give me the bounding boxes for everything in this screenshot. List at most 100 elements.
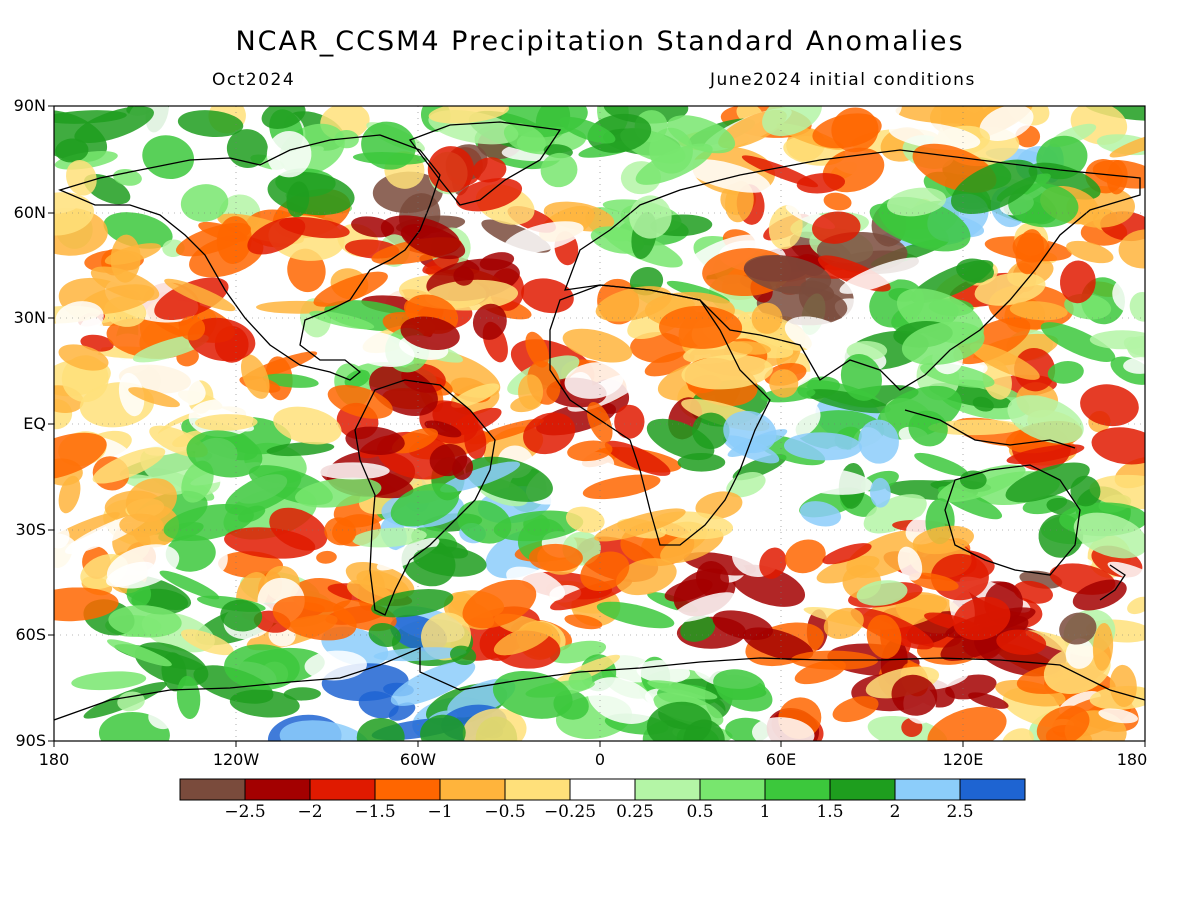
anomaly-patch <box>616 558 677 596</box>
colorbar-label: −2.5 <box>224 802 266 822</box>
anomaly-patch <box>823 192 852 211</box>
anomaly-patch <box>351 216 395 238</box>
anomaly-patch <box>812 211 861 244</box>
anomaly-patch <box>462 579 537 629</box>
anomaly-patch <box>712 610 773 641</box>
anomaly-patch <box>604 440 671 476</box>
anomaly-patch <box>226 129 268 169</box>
anomaly-patch <box>1028 162 1101 200</box>
colorbar-swatch <box>894 778 961 801</box>
anomaly-patch <box>909 572 959 591</box>
anomaly-patch <box>582 474 661 500</box>
lon-label-120e: 120E <box>942 750 984 769</box>
anomaly-patch <box>107 639 172 667</box>
anomaly-patch <box>54 192 94 236</box>
colorbar-label: 2.5 <box>946 802 974 822</box>
anomaly-patch <box>117 691 145 712</box>
anomaly-patch <box>54 653 70 674</box>
anomaly-patch <box>345 426 405 455</box>
anomaly-patch <box>636 660 691 684</box>
anomaly-patch <box>796 173 846 194</box>
anomaly-patch <box>376 537 440 571</box>
anomaly-patch <box>858 419 899 464</box>
anomaly-patch <box>1109 130 1145 158</box>
anomaly-patch <box>567 440 613 462</box>
anomaly-patch <box>327 385 393 419</box>
anomaly-patch <box>823 607 864 640</box>
anomaly-patch <box>832 696 879 723</box>
anomaly-patch <box>759 547 787 579</box>
anomaly-patch <box>493 510 584 542</box>
anomaly-patch <box>727 341 772 355</box>
anomaly-patch <box>713 669 766 701</box>
anomaly-patch <box>175 222 252 257</box>
anomaly-patch <box>390 660 476 706</box>
maritime-continent-coast <box>904 409 1076 449</box>
colorbar-swatch <box>504 778 571 801</box>
anomaly-patch <box>886 187 947 217</box>
anomaly-patch <box>413 546 487 577</box>
colorbar-swatch <box>179 778 246 801</box>
anomaly-patch <box>996 629 1047 655</box>
lat-label-90s: 90S <box>15 731 46 750</box>
anomaly-patch <box>1008 183 1079 228</box>
colorbar-swatch <box>764 778 831 801</box>
anomaly-patch <box>834 298 908 338</box>
anomaly-patch <box>273 406 342 445</box>
anomaly-patch <box>888 122 981 151</box>
anomaly-patch <box>891 674 938 716</box>
anomaly-patch <box>390 483 460 527</box>
anomaly-patch <box>927 706 1007 741</box>
anomaly-patch <box>74 106 154 144</box>
anomaly-patch <box>340 330 415 367</box>
anomaly-patch <box>580 551 630 592</box>
anomaly-patch <box>1129 292 1145 322</box>
anomaly-patch <box>695 491 743 520</box>
anomaly-patch <box>125 478 177 523</box>
anomaly-patch <box>1066 240 1114 264</box>
anomaly-patch <box>1080 384 1139 427</box>
south-america-coast <box>354 379 496 616</box>
anomaly-patch <box>279 217 350 239</box>
anomaly-patch <box>181 629 234 656</box>
anomaly-patch <box>785 539 826 574</box>
anomaly-patch <box>472 303 507 340</box>
colorbar-swatch <box>309 778 376 801</box>
anomaly-patch <box>142 135 195 180</box>
anomaly-patch <box>65 640 106 658</box>
anomaly-patch <box>806 389 891 414</box>
colorbar-label: 0.5 <box>686 802 714 822</box>
north-america-coast <box>58 134 441 381</box>
anomaly-patch <box>751 717 815 741</box>
anomaly-patch <box>118 372 145 417</box>
anomaly-patch <box>304 650 367 681</box>
anomaly-patch <box>1091 427 1145 465</box>
anomaly-patch <box>816 555 880 584</box>
anomaly-patch <box>897 546 923 581</box>
anomaly-patch <box>1013 580 1053 604</box>
africa-coast <box>549 284 771 546</box>
anomaly-patch <box>180 184 229 222</box>
anomaly-field <box>54 106 1145 741</box>
anomaly-patch <box>956 258 994 283</box>
anomaly-patch <box>110 234 141 283</box>
anomaly-patch <box>839 257 922 294</box>
australia-coast <box>944 464 1081 576</box>
anomaly-patch <box>741 155 819 188</box>
anomaly-patch <box>1092 622 1114 671</box>
lon-label-180w: 180 <box>38 750 70 769</box>
anomaly-patch <box>644 351 695 377</box>
anomaly-patch <box>953 596 1011 641</box>
anomaly-patch <box>979 106 1034 141</box>
lon-label-60w: 60W <box>399 750 437 769</box>
anomaly-patch <box>1059 260 1096 304</box>
lat-label-60n: 60N <box>13 203 46 222</box>
anomaly-patch <box>452 455 474 480</box>
anomaly-patch <box>424 420 462 438</box>
anomaly-patch <box>472 157 507 183</box>
anomaly-patch <box>647 680 718 700</box>
colorbar-label: 1 <box>759 802 771 822</box>
colorbar-swatch <box>699 778 766 801</box>
map-title: NCAR_CCSM4 Precipitation Standard Anomal… <box>235 26 965 57</box>
anomaly-patch <box>659 305 743 349</box>
